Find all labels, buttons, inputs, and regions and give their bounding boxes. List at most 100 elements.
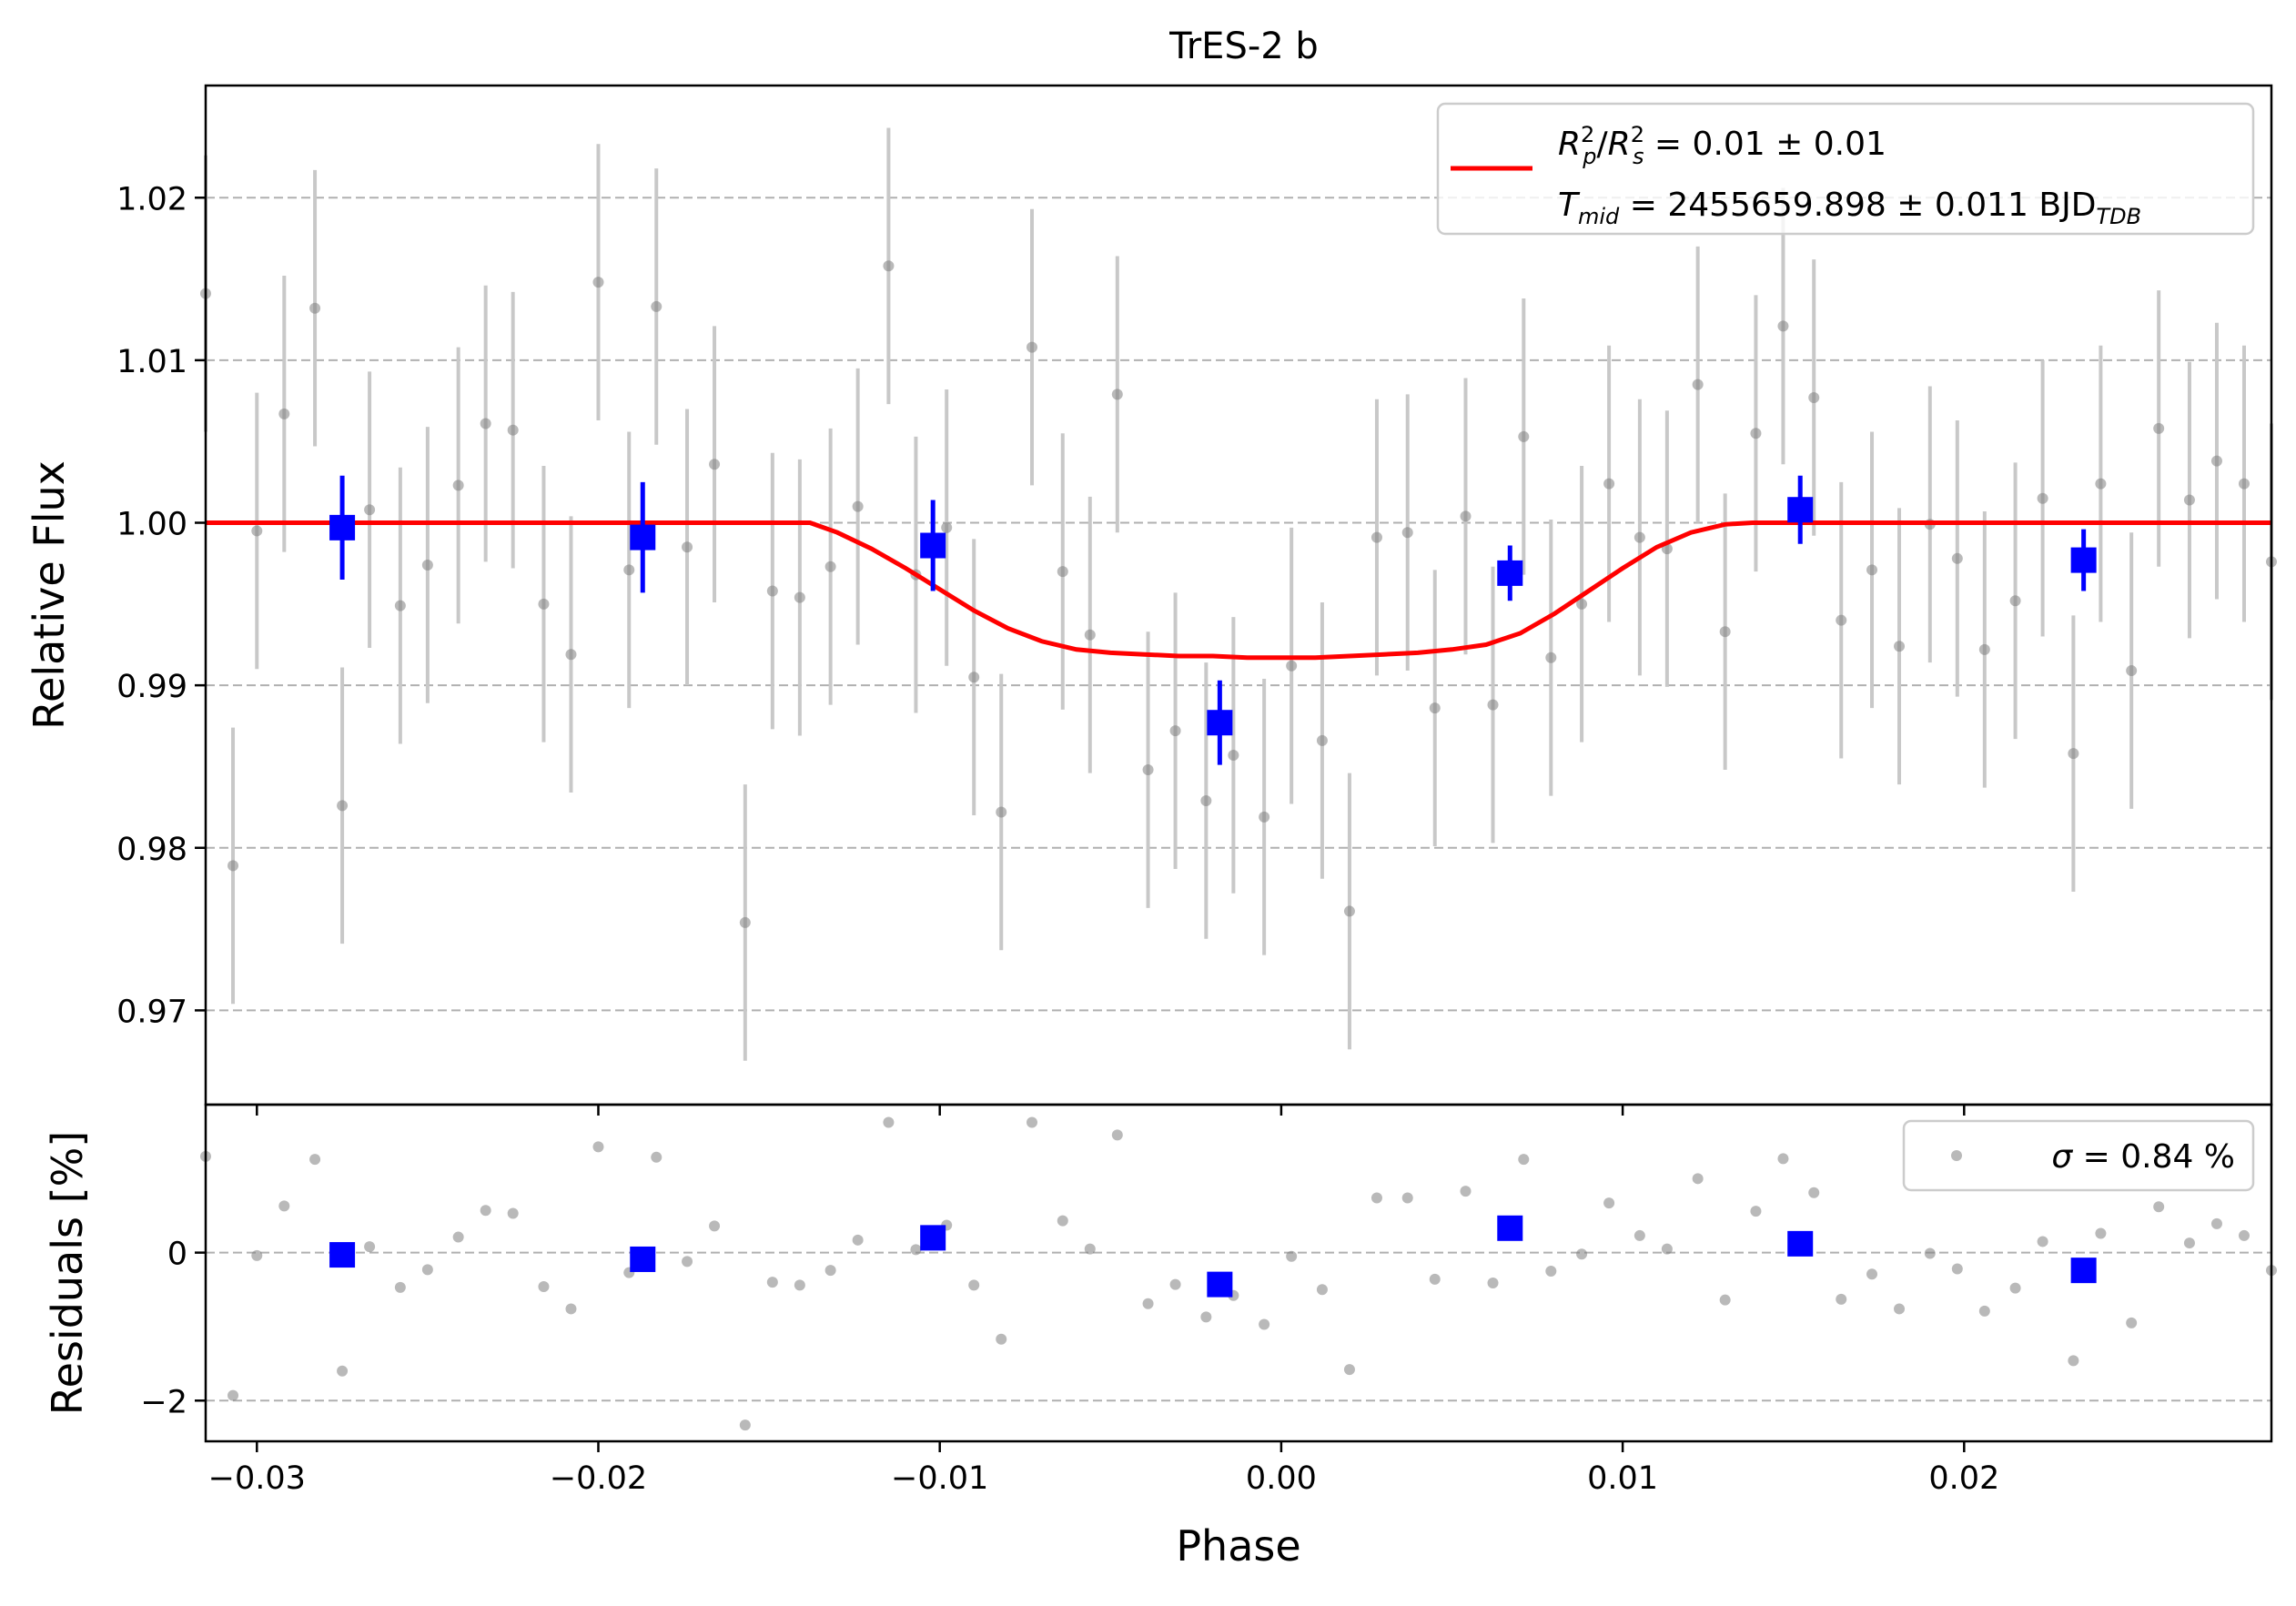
bottom-x-tick-label: 0.01 bbox=[1587, 1460, 1658, 1497]
bottom-x-tick-label: −0.03 bbox=[208, 1460, 306, 1497]
raw-flux-point bbox=[1169, 725, 1181, 737]
raw-flux-point bbox=[1200, 794, 1212, 806]
raw-residual-point bbox=[682, 1256, 693, 1268]
raw-residual-point bbox=[1057, 1215, 1068, 1227]
raw-flux-point bbox=[794, 591, 805, 603]
raw-flux-point bbox=[1286, 660, 1298, 672]
raw-residual-point bbox=[480, 1205, 491, 1217]
raw-residual-point bbox=[1518, 1154, 1530, 1166]
raw-residual-point bbox=[852, 1234, 864, 1246]
binned-flux-point bbox=[1787, 497, 1814, 523]
raw-flux-point bbox=[1836, 614, 1847, 626]
raw-flux-point bbox=[565, 649, 577, 661]
raw-flux-point bbox=[1487, 699, 1499, 711]
raw-flux-point bbox=[1777, 320, 1789, 332]
raw-residual-point bbox=[1978, 1305, 1990, 1317]
legend-residual-marker bbox=[1951, 1150, 1962, 1161]
raw-residual-point bbox=[1401, 1192, 1413, 1204]
raw-residual-point bbox=[1111, 1129, 1123, 1141]
lg-r1-sub: p bbox=[1582, 144, 1596, 169]
raw-flux-point bbox=[337, 800, 349, 812]
lg-sigma: σ bbox=[2051, 1138, 2073, 1176]
raw-flux-point bbox=[1429, 702, 1441, 714]
raw-residual-point bbox=[1661, 1243, 1673, 1255]
raw-residual-point bbox=[824, 1265, 836, 1277]
raw-residual-point bbox=[1343, 1364, 1355, 1376]
raw-flux-point bbox=[309, 302, 321, 314]
binned-flux-point bbox=[920, 532, 946, 559]
raw-flux-point bbox=[1894, 641, 1906, 652]
bottom-legend-box bbox=[1902, 1119, 2255, 1192]
raw-flux-point bbox=[1866, 564, 1878, 576]
light-curve-panel: 0.97 0.98 0.99 1.00 1.01 1.02 Relative Flux R… bbox=[25, 84, 2277, 1116]
raw-flux-point bbox=[592, 277, 604, 288]
y-axis-label-residuals: Residuals [%] bbox=[43, 1131, 92, 1415]
binned-residual-points bbox=[329, 1215, 2097, 1298]
raw-residual-point bbox=[2009, 1282, 2021, 1294]
raw-residual-point bbox=[1750, 1206, 1762, 1217]
bottom-axes-frame bbox=[204, 1103, 2273, 1443]
raw-residual-point bbox=[1200, 1311, 1212, 1323]
raw-residual-point bbox=[1460, 1186, 1472, 1197]
raw-residual-point bbox=[421, 1264, 433, 1276]
binned-residual-point bbox=[1207, 1271, 1233, 1298]
raw-flux-point bbox=[2095, 478, 2107, 490]
top-y-tick-label: 1.02 bbox=[116, 181, 187, 217]
raw-residual-point bbox=[452, 1231, 464, 1243]
raw-residual-point bbox=[1836, 1293, 1847, 1305]
y-axis-label-flux: Relative Flux bbox=[25, 460, 74, 730]
raw-flux-point bbox=[1111, 389, 1123, 400]
raw-residual-point bbox=[2183, 1237, 2195, 1249]
raw-flux-point bbox=[2009, 595, 2021, 607]
raw-residual-point bbox=[1084, 1243, 1096, 1255]
raw-residual-point bbox=[883, 1116, 895, 1128]
raw-residual-point bbox=[2068, 1355, 2079, 1367]
lg-slash: / bbox=[1597, 126, 1609, 163]
lg-t-sub: mid bbox=[1578, 204, 1620, 229]
legend-sigma-text: σ = 0.84 % bbox=[2051, 1138, 2235, 1176]
lg-sigma-value: = 0.84 % bbox=[2072, 1138, 2235, 1176]
raw-flux-point bbox=[1576, 598, 1588, 610]
raw-residual-point bbox=[1866, 1268, 1878, 1280]
raw-residual-point bbox=[2153, 1201, 2165, 1213]
raw-flux-point bbox=[941, 521, 953, 533]
raw-residual-point bbox=[1259, 1318, 1270, 1330]
raw-flux-point bbox=[682, 541, 693, 553]
raw-residual-point bbox=[996, 1333, 1007, 1345]
raw-flux-point bbox=[507, 424, 519, 436]
residuals-panel: −2 0 −0.03 −0.02 −0.01 0.00 0.01 0.02 Residual… bbox=[43, 1103, 2277, 1571]
lg-r1: R bbox=[1558, 126, 1581, 163]
raw-flux-point bbox=[709, 459, 721, 470]
raw-residual-point bbox=[1719, 1294, 1731, 1306]
top-legend: R2 p/R2 s = 0.01 ± 0.01 Tmid = 2455659.898… bbox=[1436, 102, 2255, 236]
raw-residual-point bbox=[1316, 1284, 1328, 1296]
raw-flux-point bbox=[1808, 391, 1820, 403]
lg-r1-sup: 2 bbox=[1581, 122, 1594, 147]
raw-flux-point bbox=[623, 564, 635, 576]
raw-flux-point bbox=[1371, 531, 1382, 543]
raw-flux-point bbox=[1603, 478, 1615, 490]
binned-flux-point bbox=[1497, 560, 1523, 586]
raw-flux-point bbox=[1518, 430, 1530, 442]
bottom-y-tick-label: −2 bbox=[140, 1384, 187, 1420]
raw-flux-point bbox=[2037, 492, 2048, 504]
lg-r2: R bbox=[1608, 126, 1631, 163]
raw-flux-point bbox=[2068, 748, 2079, 760]
binned-flux-point bbox=[630, 524, 656, 550]
bottom-x-tick-label: −0.02 bbox=[550, 1460, 647, 1497]
raw-flux-point bbox=[1057, 566, 1068, 578]
transit-model-line bbox=[206, 520, 2271, 661]
binned-residual-point bbox=[1787, 1230, 1814, 1257]
raw-residual-points bbox=[200, 1116, 2277, 1431]
raw-residual-point bbox=[251, 1249, 263, 1261]
bottom-legend: σ = 0.84 % bbox=[1902, 1119, 2255, 1192]
x-axis-label-phase: Phase bbox=[1176, 1521, 1300, 1571]
binned-residual-point bbox=[920, 1225, 946, 1251]
raw-flux-point bbox=[421, 559, 433, 571]
raw-flux-point bbox=[1084, 629, 1096, 641]
raw-residual-point bbox=[2095, 1227, 2107, 1239]
raw-residual-point bbox=[1692, 1173, 1704, 1185]
raw-flux-point bbox=[2210, 455, 2222, 467]
lg-tmid-value: = 2455659.898 ± 0.011 BJD bbox=[1619, 187, 2096, 224]
